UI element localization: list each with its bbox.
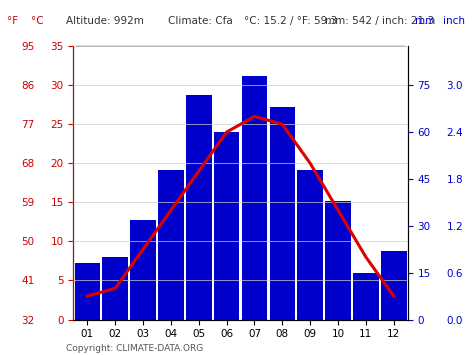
Text: mm: mm (415, 16, 435, 26)
Text: inch: inch (443, 16, 465, 26)
Bar (186, 94, 211, 320)
Bar (158, 170, 184, 320)
Bar (242, 76, 267, 320)
Text: Altitude: 992m: Altitude: 992m (66, 16, 144, 26)
Bar (297, 170, 323, 320)
Bar (353, 273, 379, 320)
Bar (214, 132, 239, 320)
Bar (270, 107, 295, 320)
Bar (381, 251, 407, 320)
Text: Climate: Cfa: Climate: Cfa (168, 16, 233, 26)
Text: mm: 542 / inch: 21.3: mm: 542 / inch: 21.3 (325, 16, 434, 26)
Bar (102, 257, 128, 320)
Text: °F: °F (7, 16, 18, 26)
Text: °C: 15.2 / °F: 59.3: °C: 15.2 / °F: 59.3 (244, 16, 337, 26)
Bar (325, 201, 351, 320)
Text: Copyright: CLIMATE-DATA.ORG: Copyright: CLIMATE-DATA.ORG (66, 344, 204, 353)
Bar (74, 263, 100, 320)
Text: °C: °C (31, 16, 44, 26)
Bar (130, 219, 156, 320)
